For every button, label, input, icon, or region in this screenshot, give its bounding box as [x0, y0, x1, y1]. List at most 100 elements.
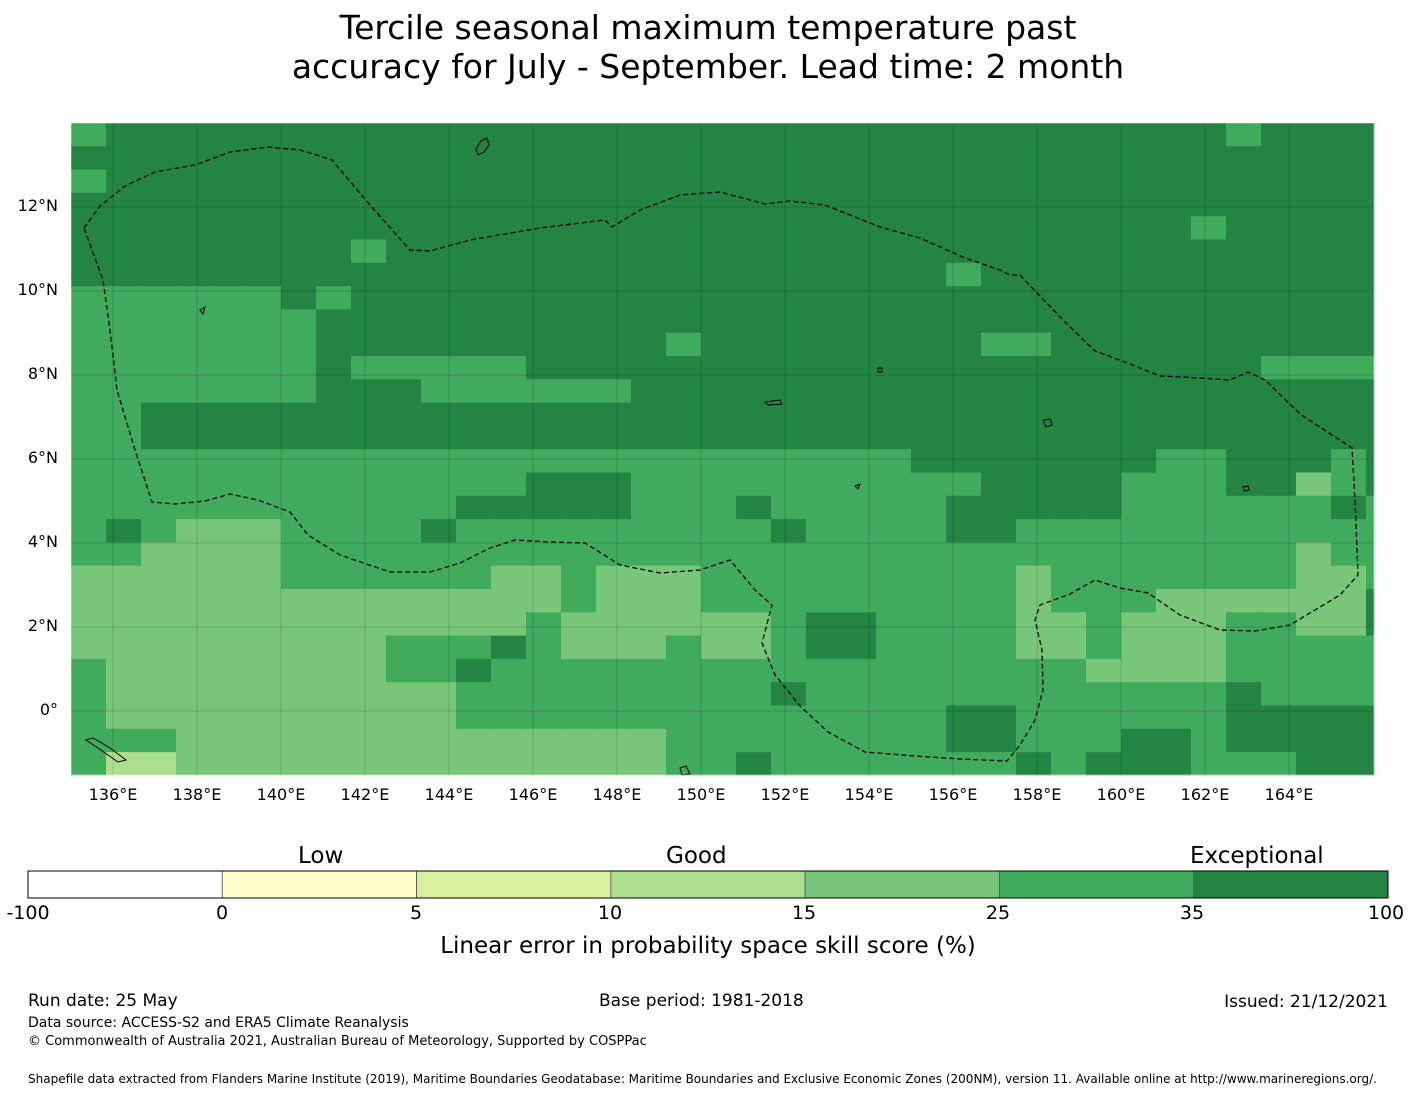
grid-cell: [1051, 192, 1087, 217]
grid-cell: [736, 752, 772, 776]
grid-cell: [1051, 612, 1087, 637]
grid-cell: [701, 239, 737, 264]
grid-cell: [1016, 635, 1052, 660]
grid-cell: [1296, 216, 1332, 240]
grid-cell: [876, 495, 912, 520]
grid-cell: [1366, 332, 1375, 357]
grid-cell: [176, 682, 212, 706]
grid-cell: [1156, 612, 1192, 637]
grid-cell: [211, 216, 247, 240]
grid-cell: [1191, 449, 1227, 473]
grid-cell: [1051, 379, 1087, 404]
grid-cell: [736, 216, 772, 240]
grid-cell: [561, 379, 597, 404]
grid-cell: [876, 309, 912, 334]
grid-cell: [351, 728, 387, 753]
grid-cell: [1261, 635, 1297, 660]
grid-cell: [246, 332, 282, 357]
grid-cell: [631, 728, 667, 753]
grid-cell: [701, 309, 737, 334]
grid-cell: [1016, 589, 1052, 613]
grid-cell: [631, 192, 667, 217]
grid-cell: [281, 146, 317, 171]
grid-cell: [211, 449, 247, 473]
grid-cell: [281, 123, 317, 147]
grid-cell: [491, 332, 527, 357]
grid-cell: [456, 216, 492, 240]
grid-cell: [911, 356, 947, 380]
grid-cell: [281, 309, 317, 334]
grid-cell: [701, 612, 737, 637]
grid-cell: [981, 612, 1017, 637]
grid-cell: [736, 169, 772, 194]
grid-cell: [631, 309, 667, 334]
grid-cell: [876, 286, 912, 310]
grid-cell: [176, 635, 212, 660]
grid-cell: [631, 542, 667, 567]
grid-cell: [806, 402, 842, 427]
grid-cell: [1086, 356, 1122, 380]
colorbar-tick-neg100: -100: [6, 902, 50, 924]
grid-cell: [141, 705, 177, 730]
grid-cell: [666, 682, 702, 706]
grid-cell: [456, 705, 492, 730]
grid-cell: [1156, 658, 1192, 683]
grid-cell: [1016, 309, 1052, 334]
grid-cell: [771, 146, 807, 171]
grid-cell: [386, 752, 422, 776]
grid-cell: [1366, 379, 1375, 404]
grid-cell: [491, 169, 527, 194]
grid-cell: [981, 262, 1017, 287]
grid-cell: [316, 123, 352, 147]
grid-cell: [526, 379, 562, 404]
grid-cell: [736, 379, 772, 404]
grid-cell: [876, 449, 912, 473]
grid-cell: [736, 635, 772, 660]
grid-cell: [911, 192, 947, 217]
grid-cell: [456, 495, 492, 520]
grid-cell: [806, 449, 842, 473]
grid-cell: [841, 309, 877, 334]
grid-cell: [526, 589, 562, 613]
grid-cell: [1331, 239, 1367, 264]
grid-cell: [456, 169, 492, 194]
grid-cell: [386, 192, 422, 217]
grid-cell: [596, 332, 632, 357]
grid-cell: [911, 612, 947, 637]
grid-cell: [176, 169, 212, 194]
grid-cell: [596, 309, 632, 334]
grid-cell: [876, 728, 912, 753]
grid-cell: [211, 495, 247, 520]
grid-cell: [946, 286, 982, 310]
grid-cell: [666, 379, 702, 404]
grid-cell: [946, 332, 982, 357]
grid-cell: [1366, 565, 1375, 590]
grid-cell: [1051, 332, 1087, 357]
grid-cell: [176, 589, 212, 613]
grid-cell: [1156, 262, 1192, 287]
grid-cell: [1121, 495, 1157, 520]
grid-cell: [806, 705, 842, 730]
grid-cell: [71, 682, 107, 706]
grid-cell: [106, 542, 142, 567]
grid-cell: [351, 705, 387, 730]
atoll-2: [877, 367, 883, 373]
grid-cell: [701, 379, 737, 404]
lon-label-154e: 154°E: [844, 785, 894, 804]
grid-cell: [981, 495, 1017, 520]
grid-cell: [141, 216, 177, 240]
grid-cell: [421, 542, 457, 567]
skill-grid: [71, 123, 1375, 776]
grid-cell: [1086, 449, 1122, 473]
grid-cell: [386, 635, 422, 660]
grid-cell: [1331, 728, 1367, 753]
grid-cell: [386, 332, 422, 357]
grid-cell: [1261, 472, 1297, 497]
grid-cell: [1296, 705, 1332, 730]
grid-cell: [1226, 286, 1262, 310]
grid-cell: [1086, 705, 1122, 730]
grid-cell: [701, 705, 737, 730]
grid-cell: [666, 309, 702, 334]
grid-cell: [281, 356, 317, 380]
grid-cell: [176, 449, 212, 473]
